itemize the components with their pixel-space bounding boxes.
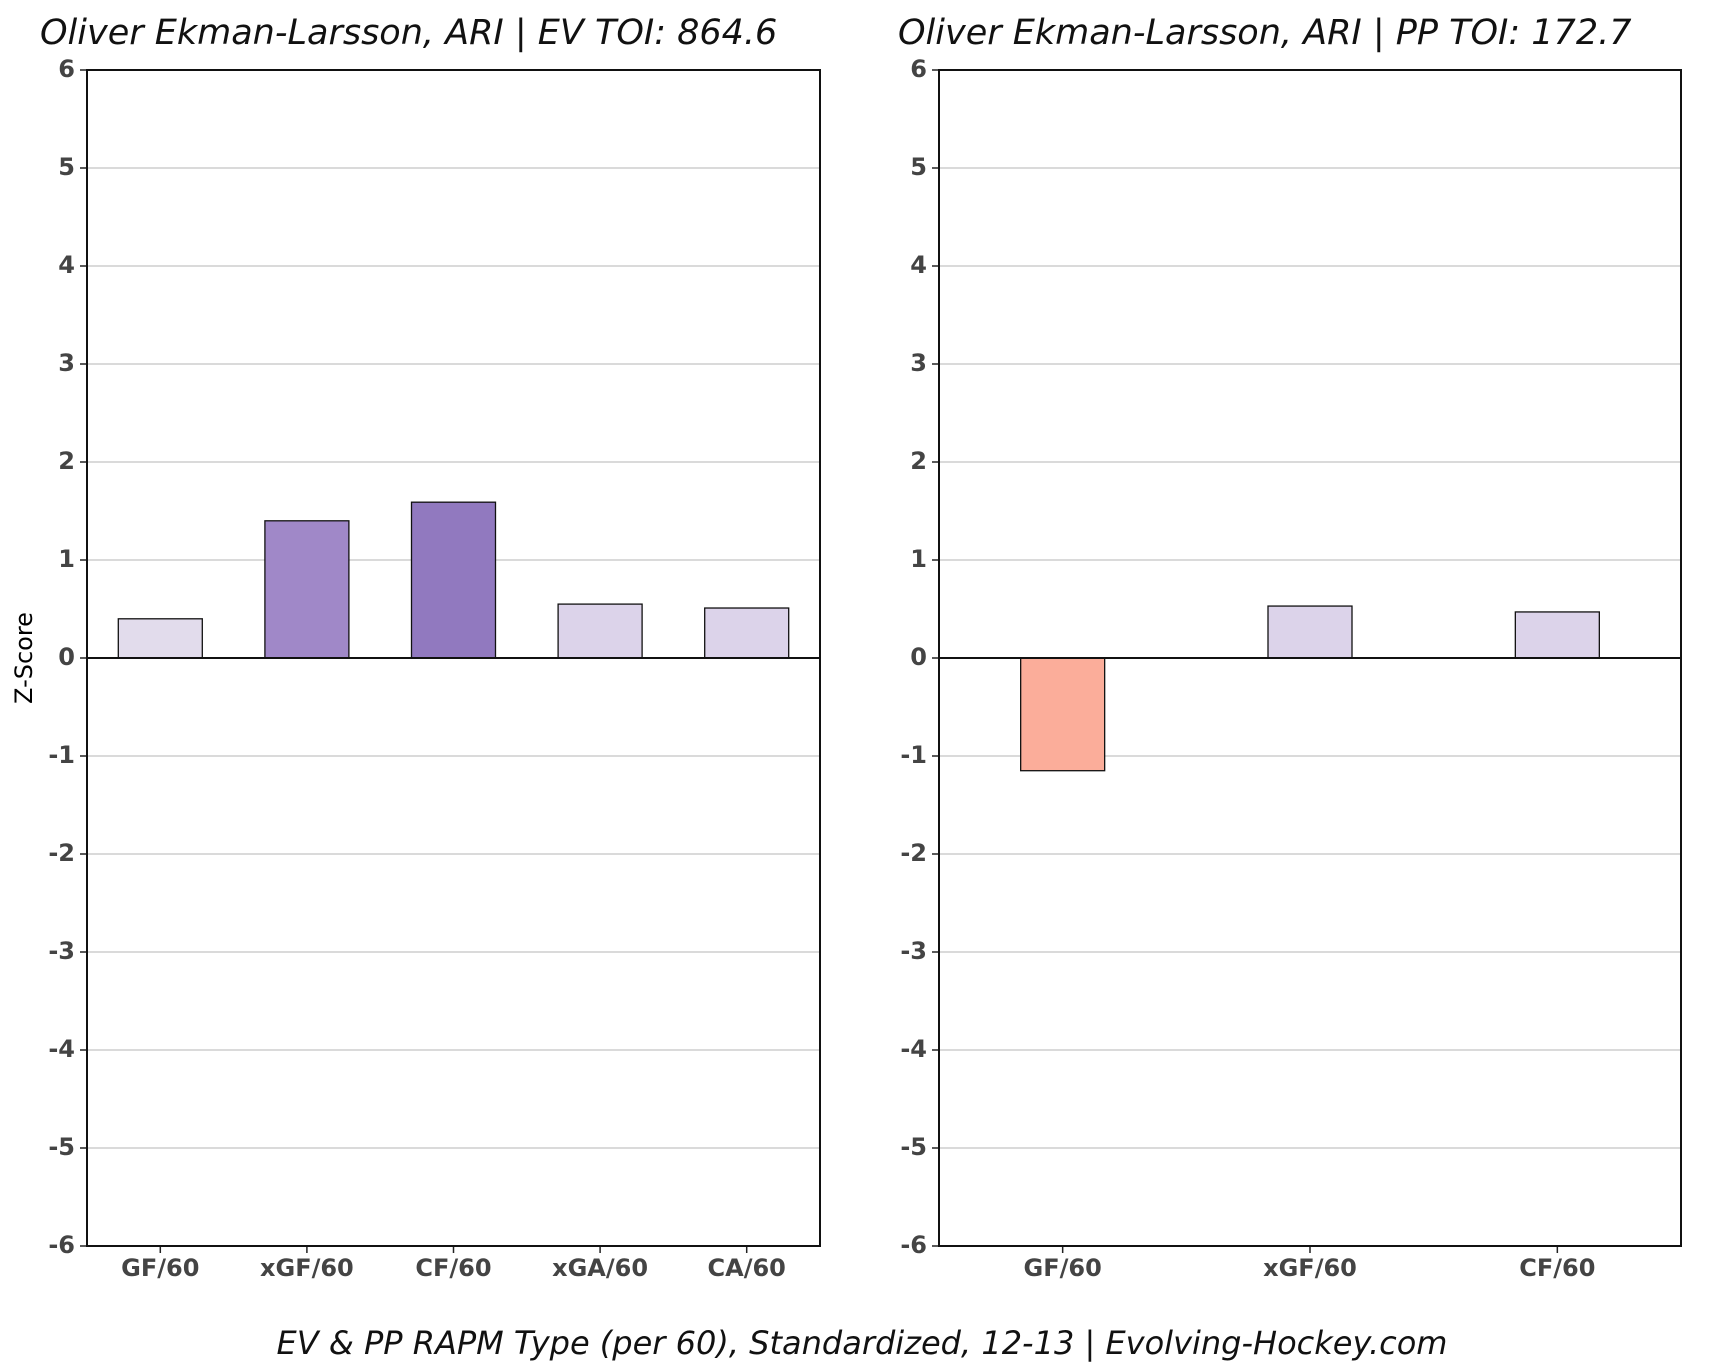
y-tick-label: 1 (58, 545, 75, 573)
y-tick-label: 5 (910, 153, 927, 181)
y-tick-label: -6 (48, 1231, 75, 1259)
bar (264, 520, 350, 659)
x-tick-label: GF/60 (1024, 1254, 1102, 1282)
y-tick-label: 3 (910, 349, 927, 377)
y-tick-label: 0 (58, 643, 75, 671)
y-tick-label: -2 (900, 839, 927, 867)
bar (704, 607, 790, 659)
y-tick-label: 4 (58, 251, 75, 279)
y-tick-label: 5 (58, 153, 75, 181)
y-tick-label: 6 (910, 55, 927, 83)
y-tick-label: -6 (900, 1231, 927, 1259)
x-tick-label: xGF/60 (260, 1254, 354, 1282)
y-tick-label: 2 (910, 447, 927, 475)
y-axis-label: Z-Score (10, 612, 38, 704)
y-tick-label: 3 (58, 349, 75, 377)
x-tick-label: GF/60 (121, 1254, 199, 1282)
y-tick-label: -3 (48, 937, 75, 965)
chart-title: Oliver Ekman-Larsson, ARI | PP TOI: 172.… (898, 13, 1631, 53)
caption: EV & PP RAPM Type (per 60), Standardized… (277, 1324, 1448, 1362)
bar (410, 501, 497, 659)
bar (1514, 611, 1600, 659)
y-tick-label: -5 (900, 1133, 927, 1161)
y-tick-label: 1 (910, 545, 927, 573)
y-tick-label: -1 (900, 741, 927, 769)
y-tick-label: 2 (58, 447, 75, 475)
chart-title: Oliver Ekman-Larsson, ARI | EV TOI: 864.… (40, 13, 777, 53)
x-tick-label: CA/60 (708, 1254, 786, 1282)
bar (557, 603, 643, 659)
y-tick-label: 4 (910, 251, 927, 279)
y-tick-label: -4 (48, 1035, 75, 1063)
plot-frame (938, 69, 1682, 1247)
x-tick-label: xGF/60 (1263, 1254, 1357, 1282)
y-tick-label: 6 (58, 55, 75, 83)
x-tick-label: xGA/60 (552, 1254, 648, 1282)
x-tick-label: CF/60 (1519, 1254, 1595, 1282)
y-tick-label: -3 (900, 937, 927, 965)
y-tick-label: -1 (48, 741, 75, 769)
y-tick-label: -2 (48, 839, 75, 867)
bar (1020, 657, 1106, 772)
x-tick-label: CF/60 (415, 1254, 491, 1282)
bar (117, 618, 203, 659)
y-tick-label: 0 (910, 643, 927, 671)
plot-frame (86, 69, 821, 1247)
y-tick-label: -4 (900, 1035, 927, 1063)
y-tick-label: -5 (48, 1133, 75, 1161)
bar (1267, 605, 1353, 659)
